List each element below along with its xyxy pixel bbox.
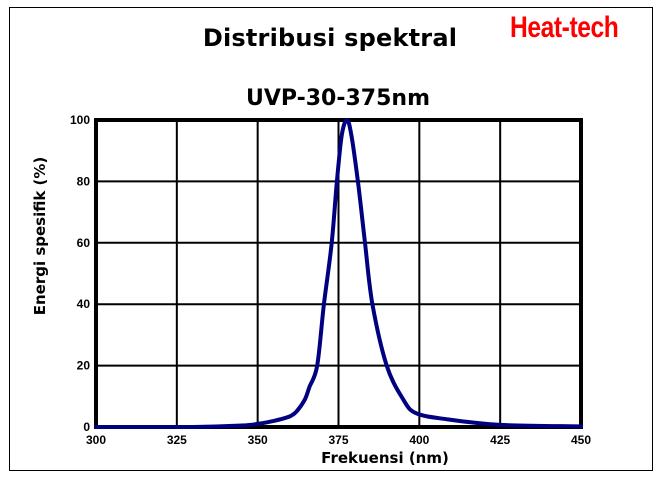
chart-title: Distribusi spektral [202,24,458,52]
x-tick-label: 450 [571,433,591,447]
y-tick-label: 20 [77,359,91,373]
brand-logo: Heat-tech [510,11,619,44]
x-axis-label: Frekuensi (nm) [321,449,449,467]
x-tick-label: 350 [248,433,268,447]
x-tick-label: 300 [86,433,106,447]
y-tick-label: 40 [77,297,91,311]
y-tick-label: 80 [77,174,91,188]
tick-labels: 300 325 350 375 400 425 450 0 20 40 60 80 100 [70,113,591,447]
y-tick-label: 0 [83,420,90,434]
x-tick-label: 325 [167,433,187,447]
chart-subtitle: UVP-30-375nm [245,86,430,111]
spectrum-curve [94,118,583,430]
x-tick-label: 400 [409,433,429,447]
chart-frame [9,7,653,471]
x-tick-label: 425 [490,433,510,447]
y-axis-label: Energi spesifik (%) [31,157,49,316]
plot-area-border [94,118,583,429]
x-tick-label: 375 [328,433,348,447]
y-tick-label: 60 [77,236,91,250]
y-tick-label: 100 [70,113,90,127]
